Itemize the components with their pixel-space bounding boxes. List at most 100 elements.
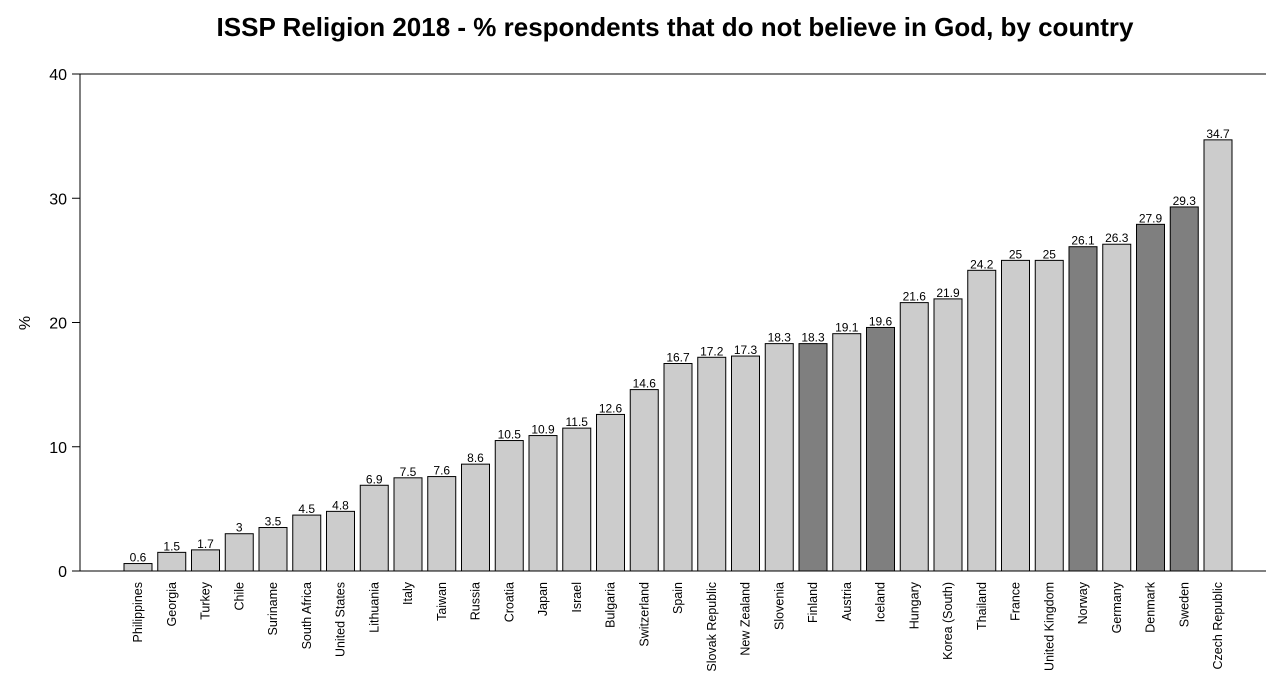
category-label: South Africa [300, 582, 314, 649]
y-tick-label: 30 [49, 191, 67, 208]
category-label: Russia [469, 582, 483, 620]
category-label: Taiwan [435, 582, 449, 621]
bar [393, 477, 423, 572]
category-label: Chile [232, 582, 246, 611]
category-label: Germany [1110, 581, 1124, 633]
value-label: 3.5 [265, 515, 282, 529]
value-label: 34.7 [1206, 127, 1230, 141]
bar [1203, 139, 1233, 572]
value-label: 6.9 [366, 472, 383, 486]
value-label: 19.1 [835, 321, 859, 335]
value-label: 0.6 [130, 551, 147, 565]
value-label: 24.2 [970, 257, 994, 271]
value-label: 27.9 [1139, 211, 1163, 225]
category-label: Korea (South) [941, 582, 955, 660]
bar [326, 510, 355, 572]
bar [663, 363, 693, 572]
category-label: New Zealand [739, 582, 753, 656]
bar [967, 269, 997, 572]
bar [933, 298, 963, 572]
bar [1136, 223, 1165, 572]
category-label: Denmark [1144, 581, 1158, 632]
bar [629, 389, 659, 572]
chart-title: ISSP Religion 2018 - % respondents that … [216, 12, 1134, 42]
category-label: France [1009, 582, 1023, 621]
category-label: Slovenia [772, 582, 786, 630]
bar [494, 440, 524, 572]
bar [123, 563, 153, 572]
category-label: Israel [570, 582, 584, 613]
bar [157, 551, 187, 572]
y-ticks: 0 10 20 30 40 [49, 67, 80, 581]
category-label: Japan [536, 582, 550, 616]
category-label: United States [334, 582, 348, 657]
value-label: 7.5 [400, 465, 417, 479]
value-label: 4.8 [332, 498, 349, 512]
category-label: Bulgaria [604, 582, 618, 628]
category-label: Norway [1076, 581, 1090, 624]
bar [461, 463, 490, 572]
value-label: 3 [236, 521, 243, 535]
bar [292, 514, 322, 572]
bar [899, 302, 929, 572]
value-label: 19.6 [869, 314, 893, 328]
category-label: Switzerland [637, 582, 651, 647]
value-label: 16.7 [666, 351, 690, 365]
bars [123, 139, 1233, 572]
bar [1001, 259, 1030, 572]
value-label: 11.5 [566, 415, 589, 429]
bar [731, 355, 760, 572]
value-labels: 0.6 1.5 1.7 3 3.5 4.5 4.8 6.9 7.5 7.6 8.6 10.5 10.9 1… [130, 127, 1230, 565]
category-label: Lithuania [367, 582, 381, 633]
value-label: 26.3 [1105, 231, 1129, 245]
category-label: Thailand [975, 582, 989, 630]
category-label: Croatia [502, 582, 516, 622]
bar [258, 527, 288, 572]
value-label: 17.3 [734, 343, 758, 357]
value-label: 10.5 [498, 428, 522, 442]
bar [528, 435, 558, 572]
bar [1102, 243, 1132, 572]
value-label: 7.6 [433, 464, 450, 478]
value-label: 21.9 [936, 286, 960, 300]
value-label: 12.6 [599, 401, 623, 415]
bar [1068, 246, 1098, 572]
bar [832, 333, 862, 572]
value-label: 1.5 [163, 539, 180, 553]
bar [866, 326, 895, 572]
category-label: Finland [806, 582, 820, 623]
category-label: United Kingdom [1042, 582, 1056, 671]
y-tick-label: 10 [49, 440, 67, 457]
bar [191, 549, 220, 572]
category-label: Slovak Republic [705, 582, 719, 672]
value-label: 8.6 [467, 451, 484, 465]
category-labels: Philippines Georgia Turkey Chile Suriname Sou… [131, 581, 1225, 671]
value-label: 29.3 [1173, 194, 1197, 208]
category-label: Hungary [907, 581, 921, 629]
bar [359, 484, 389, 572]
bar [596, 413, 625, 572]
y-axis-title: % [17, 316, 34, 330]
y-tick-label: 20 [49, 316, 67, 333]
category-label: Czech Republic [1211, 582, 1225, 670]
bar [1169, 206, 1199, 572]
y-tick-label: 0 [58, 564, 67, 581]
value-label: 10.9 [531, 423, 555, 437]
value-label: 14.6 [633, 377, 657, 391]
category-label: Austria [840, 582, 854, 621]
category-label: Spain [671, 582, 685, 614]
category-label: Georgia [165, 582, 179, 627]
value-label: 25 [1043, 247, 1057, 261]
bar [1034, 259, 1064, 572]
bar [562, 427, 592, 572]
value-label: 25 [1009, 247, 1023, 261]
value-label: 4.5 [298, 502, 315, 516]
bar [427, 476, 457, 572]
category-label: Italy [401, 581, 415, 605]
y-tick-label: 40 [49, 67, 67, 84]
bar [764, 343, 794, 572]
value-label: 18.3 [801, 331, 825, 345]
bar [697, 356, 727, 572]
category-label: Iceland [874, 582, 888, 622]
